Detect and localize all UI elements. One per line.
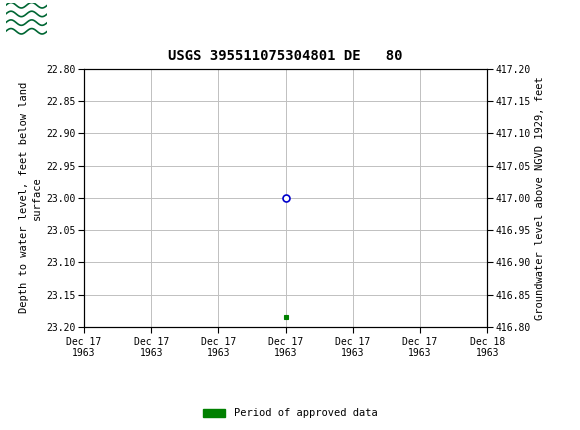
Legend: Period of approved data: Period of approved data [198, 404, 382, 423]
Text: USGS: USGS [90, 10, 145, 28]
Y-axis label: Depth to water level, feet below land
surface: Depth to water level, feet below land su… [19, 82, 42, 313]
Bar [6, 3, 81, 36]
Title: USGS 395511075304801 DE   80: USGS 395511075304801 DE 80 [168, 49, 403, 64]
Y-axis label: Groundwater level above NGVD 1929, feet: Groundwater level above NGVD 1929, feet [535, 76, 545, 319]
